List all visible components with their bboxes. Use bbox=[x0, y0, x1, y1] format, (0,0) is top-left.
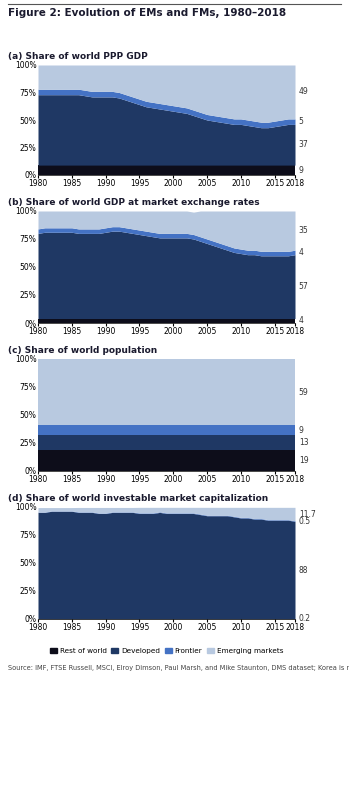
Text: Source: IMF, FTSE Russell, MSCI, Elroy Dimson, Paul Marsh, and Mike Staunton, DM: Source: IMF, FTSE Russell, MSCI, Elroy D… bbox=[8, 665, 349, 671]
Text: 11.7: 11.7 bbox=[299, 509, 315, 518]
Text: 0.2: 0.2 bbox=[299, 615, 311, 624]
Text: 9: 9 bbox=[299, 165, 304, 174]
Text: 4: 4 bbox=[299, 248, 304, 257]
Text: 4: 4 bbox=[299, 316, 304, 326]
Text: Figure 2: Evolution of EMs and FMs, 1980–2018: Figure 2: Evolution of EMs and FMs, 1980… bbox=[8, 8, 286, 18]
Text: 9: 9 bbox=[299, 425, 304, 435]
Text: 19: 19 bbox=[299, 456, 309, 465]
Legend: Rest of world, Developed, Frontier, Emerging markets: Rest of world, Developed, Frontier, Emer… bbox=[47, 645, 286, 657]
Text: 88: 88 bbox=[299, 565, 309, 574]
Text: 37: 37 bbox=[299, 140, 309, 149]
Text: 35: 35 bbox=[299, 226, 309, 235]
Text: 49: 49 bbox=[299, 87, 309, 96]
Text: (d) Share of world investable market capitalization: (d) Share of world investable market cap… bbox=[8, 494, 268, 503]
Text: (c) Share of world population: (c) Share of world population bbox=[8, 346, 157, 355]
Text: 0.5: 0.5 bbox=[299, 517, 311, 526]
Text: 57: 57 bbox=[299, 282, 309, 291]
Text: 5: 5 bbox=[299, 117, 304, 126]
Text: (b) Share of world GDP at market exchange rates: (b) Share of world GDP at market exchang… bbox=[8, 198, 260, 207]
Text: (a) Share of world PPP GDP: (a) Share of world PPP GDP bbox=[8, 52, 148, 61]
Text: 59: 59 bbox=[299, 387, 309, 397]
Text: 13: 13 bbox=[299, 438, 309, 447]
